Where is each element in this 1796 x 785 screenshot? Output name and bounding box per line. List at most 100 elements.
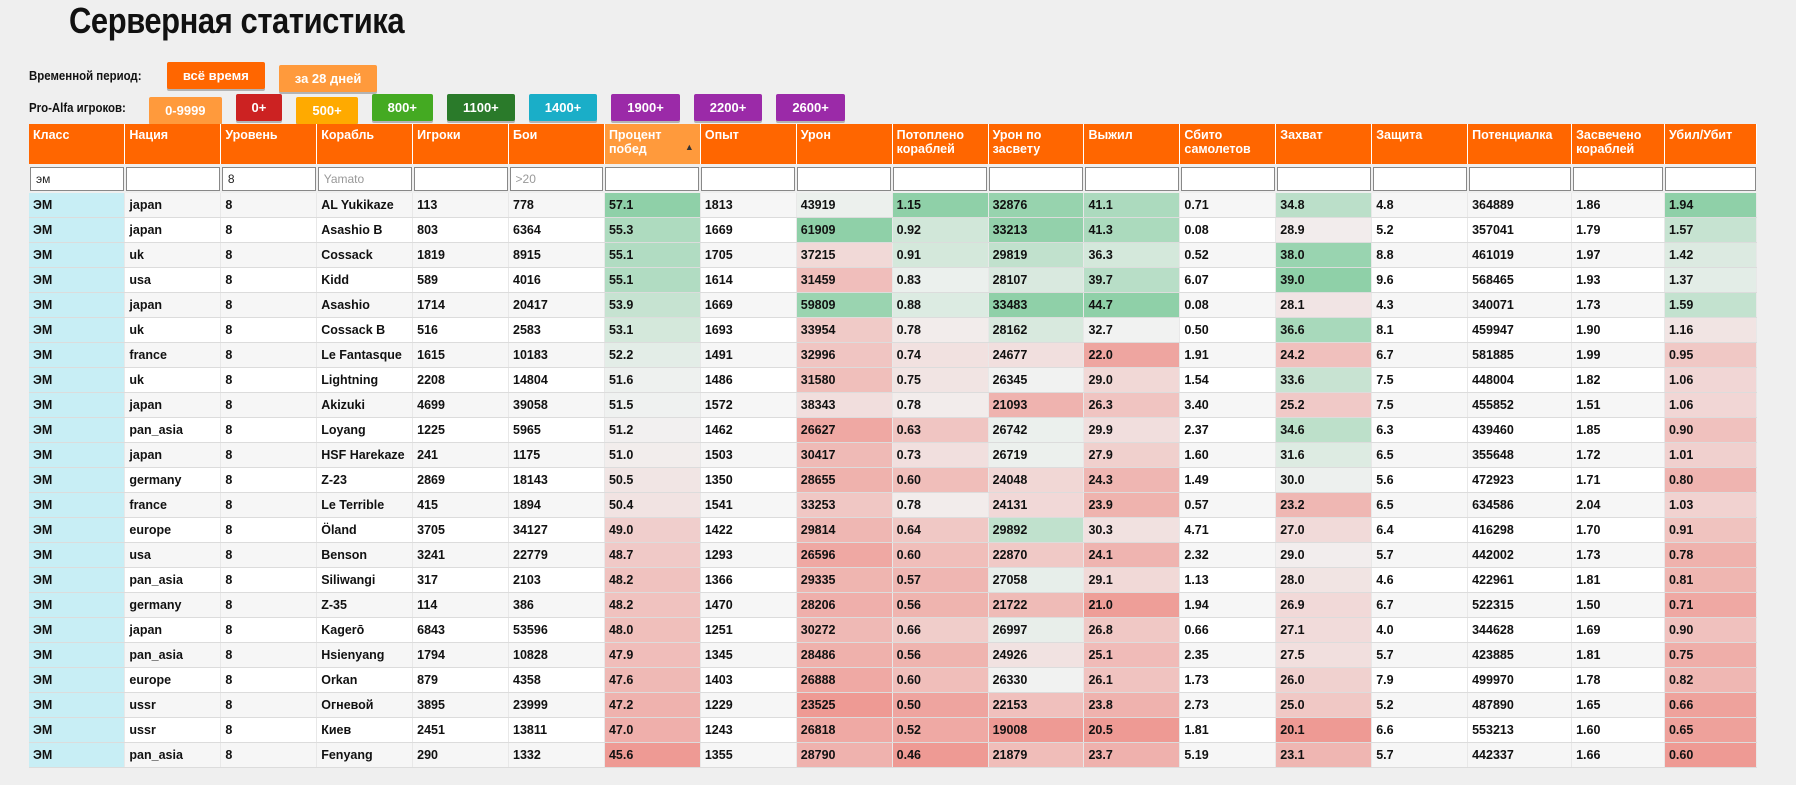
table-cell: 48.7	[604, 542, 701, 568]
table-row[interactable]: ЭМ europe 8 Orkan 879 4358 47.6 1403 26888 0.60 26…	[29, 667, 1758, 693]
table-row[interactable]: ЭМ germany 8 Z-23 2869 18143 50.5 1350 28655 0.60…	[29, 467, 1758, 493]
table-cell: 8	[220, 417, 318, 443]
column-filter-input[interactable]	[1665, 167, 1756, 191]
table-cell: Loyang	[316, 417, 414, 443]
table-row[interactable]: ЭМ japan 8 Asashio B 803 6364 55.3 1669 61909 0.9…	[29, 217, 1758, 243]
table-row[interactable]: ЭМ japan 8 AL Yukikaze 113 778 57.1 1813 43919 1.…	[29, 193, 1758, 218]
table-row[interactable]: ЭМ usa 8 Benson 3241 22779 48.7 1293 26596 0.60 22…	[29, 542, 1758, 568]
players-option-1400-[interactable]: 1400+	[528, 93, 598, 121]
column-filter-input[interactable]	[1372, 167, 1467, 191]
table-row[interactable]: ЭМ japan 8 HSF Harekaze 241 1175 51.0 1503 30417…	[29, 442, 1758, 468]
column-filter-input[interactable]	[1180, 167, 1275, 191]
table-cell: 2.35	[1179, 642, 1277, 668]
table-cell: 1615	[412, 342, 510, 368]
table-cell: 24048	[988, 467, 1085, 493]
table-row[interactable]: ЭМ ussr 8 Огневой 3895 23999 47.2 1229 23525 0.50…	[29, 692, 1758, 718]
table-cell: 0.52	[892, 717, 989, 743]
players-option-800-[interactable]: 800+	[371, 93, 433, 121]
table-cell: 461019	[1467, 242, 1573, 268]
column-header[interactable]: Убил/Убит	[1664, 124, 1758, 164]
column-filter-input[interactable]	[797, 167, 892, 191]
players-option-500-[interactable]: 500+	[296, 96, 358, 124]
table-cell: 22779	[508, 542, 605, 568]
column-filter-input[interactable]	[893, 167, 988, 191]
column-filter-input[interactable]	[1084, 167, 1179, 191]
column-header[interactable]: Опыт	[700, 124, 797, 164]
table-row[interactable]: ЭМ europe 8 Öland 3705 34127 49.0 1422 29814 0.64…	[29, 517, 1758, 543]
column-filter-input[interactable]	[1572, 167, 1664, 191]
column-header[interactable]: Засвечено кораблей	[1571, 124, 1665, 164]
column-header[interactable]: Уровень	[220, 124, 318, 164]
period-option-за-28-дней[interactable]: за 28 дней	[278, 64, 378, 92]
table-cell: 4016	[508, 267, 605, 293]
table-cell: 24.3	[1083, 467, 1181, 493]
table-row[interactable]: ЭМ japan 8 Akizuki 4699 39058 51.5 1572 38343 0.7…	[29, 392, 1758, 418]
table-row[interactable]: ЭМ uk 8 Lightning 2208 14804 51.6 1486 31580 0.75…	[29, 367, 1758, 393]
column-header[interactable]: Урон по засвету	[988, 124, 1085, 164]
players-option-2200-[interactable]: 2200+	[693, 93, 763, 121]
table-row[interactable]: ЭМ france 8 Le Fantasque 1615 10183 52.2 1491 32…	[29, 342, 1758, 368]
table-row[interactable]: ЭМ japan 8 Kagerō 6843 53596 48.0 1251 30272 0.66…	[29, 617, 1758, 643]
table-row[interactable]: ЭМ japan 8 Asashio 1714 20417 53.9 1669 59809 0.8…	[29, 292, 1758, 318]
table-row[interactable]: ЭМ pan_asia 8 Hsienyang 1794 10828 47.9 1345 284…	[29, 642, 1758, 668]
players-option-2600-[interactable]: 2600+	[776, 93, 845, 121]
table-row[interactable]: ЭМ pan_asia 8 Siliwangi 317 2103 48.2 1366 29335…	[29, 567, 1758, 593]
players-option-0-9999[interactable]: 0-9999	[149, 96, 222, 124]
table-header-row: Класс Нация Уровень Корабль Игроки Бои Процент…	[29, 124, 1758, 164]
players-option-1900-[interactable]: 1900+	[611, 93, 680, 121]
column-filter-input[interactable]	[701, 167, 796, 191]
table-cell: 38.0	[1275, 242, 1373, 268]
players-option-0-[interactable]: 0+	[235, 93, 283, 121]
column-header[interactable]: Корабль	[316, 124, 414, 164]
table-row[interactable]: ЭМ germany 8 Z-35 114 386 48.2 1470 28206 0.56 217…	[29, 592, 1758, 618]
table-row[interactable]: ЭМ uk 8 Cossack 1819 8915 55.1 1705 37215 0.91 298…	[29, 242, 1758, 268]
table-cell: 5.6	[1371, 467, 1469, 493]
column-filter-input[interactable]	[125, 167, 220, 191]
table-cell: 6.07	[1179, 267, 1277, 293]
column-filter-input[interactable]	[413, 167, 508, 191]
table-cell: ЭМ	[29, 617, 126, 643]
column-header[interactable]: Потоплено кораблей	[892, 124, 989, 164]
table-cell: 29819	[988, 242, 1085, 268]
table-cell: 442337	[1467, 742, 1573, 768]
column-filter-input[interactable]	[605, 167, 700, 191]
table-cell: 53.9	[604, 292, 701, 318]
table-row[interactable]: ЭМ ussr 8 Киев 2451 13811 47.0 1243 26818 0.52 190…	[29, 717, 1758, 743]
table-cell: 1.99	[1571, 342, 1665, 368]
table-row[interactable]: ЭМ pan_asia 8 Fenyang 290 1332 45.6 1355 28790 0.…	[29, 742, 1758, 768]
column-header[interactable]: Потенциалка	[1467, 124, 1573, 164]
column-header[interactable]: Выжил	[1083, 124, 1181, 164]
players-option-1100-[interactable]: 1100+	[446, 93, 515, 121]
column-filter-input[interactable]	[1468, 167, 1571, 191]
table-cell: 51.6	[604, 367, 701, 393]
table-row[interactable]: ЭМ uk 8 Cossack B 516 2583 53.1 1693 33954 0.78 28…	[29, 317, 1758, 343]
table-cell: ussr	[124, 692, 222, 718]
column-header[interactable]: Нация	[124, 124, 222, 164]
table-row[interactable]: ЭМ france 8 Le Terrible 415 1894 50.4 1541 33253…	[29, 492, 1758, 518]
column-filter-input[interactable]	[221, 167, 316, 191]
column-header[interactable]: Защита	[1371, 124, 1469, 164]
column-header[interactable]: Бои	[508, 124, 605, 164]
table-row[interactable]: ЭМ pan_asia 8 Loyang 1225 5965 51.2 1462 26627 0.…	[29, 417, 1758, 443]
table-cell: 26345	[988, 367, 1085, 393]
table-cell: japan	[124, 193, 222, 218]
filter-cell	[604, 164, 701, 193]
column-header[interactable]: Урон	[796, 124, 893, 164]
column-header[interactable]: Захват	[1275, 124, 1373, 164]
column-header[interactable]: Игроки	[412, 124, 510, 164]
table-cell: 8915	[508, 242, 605, 268]
column-header[interactable]: Класс	[29, 124, 126, 164]
column-filter-input[interactable]	[30, 167, 124, 191]
table-row[interactable]: ЭМ usa 8 Kidd 589 4016 55.1 1614 31459 0.83 28107 3…	[29, 267, 1758, 293]
table-cell: 29.1	[1083, 567, 1181, 593]
column-filter-input[interactable]	[509, 167, 604, 191]
column-header[interactable]: Сбито самолетов	[1179, 124, 1277, 164]
column-filter-input[interactable]	[317, 167, 412, 191]
table-cell: germany	[124, 467, 222, 493]
column-filter-input[interactable]	[1276, 167, 1371, 191]
column-filter-input[interactable]	[989, 167, 1083, 191]
table-cell: 29.0	[1275, 542, 1373, 568]
column-header[interactable]: Процент побед ▲	[604, 124, 701, 164]
period-option-вс-время[interactable]: всё время	[166, 61, 265, 89]
column-header-label: Сбито самолетов	[1184, 128, 1251, 156]
